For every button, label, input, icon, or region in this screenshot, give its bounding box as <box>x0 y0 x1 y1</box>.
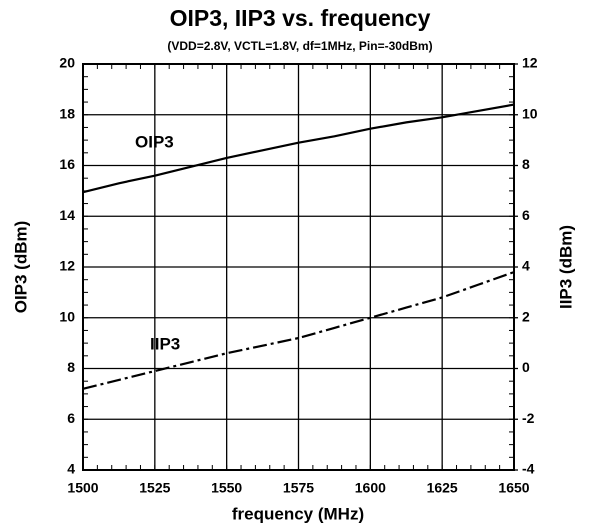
x-tick-label: 1575 <box>283 480 314 496</box>
y2-tick-label: 8 <box>522 156 530 172</box>
series-label: OIP3 <box>135 132 174 151</box>
series-line <box>82 103 515 194</box>
chart-subtitle: (VDD=2.8V, VCTL=1.8V, df=1MHz, Pin=-30dB… <box>167 39 432 53</box>
y-tick-label: 12 <box>59 258 75 274</box>
y2-tick-label: 12 <box>522 55 538 71</box>
y-tick-label: 6 <box>67 410 75 426</box>
y-tick-label: 14 <box>59 207 75 223</box>
x-axis-label: frequency (MHz) <box>232 504 364 523</box>
y-tick-label: 8 <box>67 359 75 375</box>
y2-tick-label: -4 <box>522 461 535 477</box>
y2-tick-label: 4 <box>522 258 530 274</box>
series-label: IIP3 <box>150 334 180 353</box>
y-tick-label: 20 <box>59 55 75 71</box>
x-tick-label: 1600 <box>355 480 386 496</box>
y2-tick-label: 0 <box>522 359 530 375</box>
y-tick-label: 18 <box>59 105 75 121</box>
y2-axis-label: IIP3 (dBm) <box>556 225 575 309</box>
x-tick-label: 1625 <box>427 480 458 496</box>
x-tick-label: 1650 <box>498 480 529 496</box>
y-tick-label: 16 <box>59 156 75 172</box>
y-axis-label: OIP3 (dBm) <box>11 221 30 314</box>
x-tick-label: 1500 <box>67 480 98 496</box>
y-tick-label: 10 <box>59 308 75 324</box>
y2-tick-label: 2 <box>522 308 530 324</box>
x-tick-label: 1550 <box>211 480 242 496</box>
series-line <box>82 271 515 390</box>
x-tick-label: 1525 <box>139 480 170 496</box>
y2-tick-label: 10 <box>522 105 538 121</box>
y2-tick-label: 6 <box>522 207 530 223</box>
chart-title: OIP3, IIP3 vs. frequency <box>170 5 431 31</box>
y2-tick-label: -2 <box>522 410 535 426</box>
y-tick-label: 4 <box>67 461 75 477</box>
